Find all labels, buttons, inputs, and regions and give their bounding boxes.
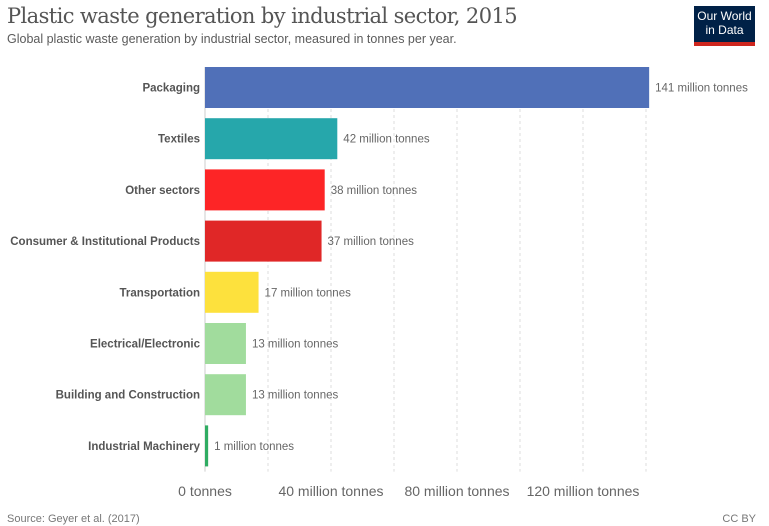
category-label: Consumer & Institutional Products xyxy=(10,236,200,248)
source-note[interactable]: Source: Geyer et al. (2017) xyxy=(7,513,140,525)
x-tick-label: 80 million tonnes xyxy=(404,483,509,499)
value-label: 38 million tonnes xyxy=(331,185,418,197)
value-label: 13 million tonnes xyxy=(252,339,339,351)
category-label: Transportation xyxy=(119,287,200,299)
value-label: 141 million tonnes xyxy=(655,83,748,95)
bar[interactable] xyxy=(205,425,209,467)
chart-title: Plastic waste generation by industrial s… xyxy=(7,4,518,28)
bar[interactable] xyxy=(205,169,325,211)
x-tick-label: 0 tonnes xyxy=(178,483,232,499)
x-tick-label: 120 million tonnes xyxy=(527,483,640,499)
value-label: 13 million tonnes xyxy=(252,390,339,402)
bar[interactable] xyxy=(205,271,259,313)
logo-line1: Our World xyxy=(697,9,752,23)
category-label: Other sectors xyxy=(125,185,200,197)
x-tick-label: 40 million tonnes xyxy=(278,483,383,499)
bar[interactable] xyxy=(205,220,322,262)
bar[interactable] xyxy=(205,67,650,108)
license[interactable]: CC BY xyxy=(722,513,756,525)
bar[interactable] xyxy=(205,118,338,160)
category-label: Building and Construction xyxy=(56,390,200,402)
logo-line2: in Data xyxy=(705,23,744,37)
value-label: 42 million tonnes xyxy=(343,134,430,146)
owid-logo[interactable]: Our World in Data xyxy=(694,6,755,46)
category-label: Electrical/Electronic xyxy=(90,339,201,351)
bar[interactable] xyxy=(205,323,246,364)
value-label: 37 million tonnes xyxy=(328,236,415,248)
value-label: 1 million tonnes xyxy=(214,441,294,453)
category-label: Textiles xyxy=(158,134,200,146)
chart-subtitle: Global plastic waste generation by indus… xyxy=(7,32,457,46)
category-label: Industrial Machinery xyxy=(88,441,200,453)
bar[interactable] xyxy=(205,374,246,416)
category-label: Packaging xyxy=(142,83,200,95)
value-label: 17 million tonnes xyxy=(265,287,352,299)
